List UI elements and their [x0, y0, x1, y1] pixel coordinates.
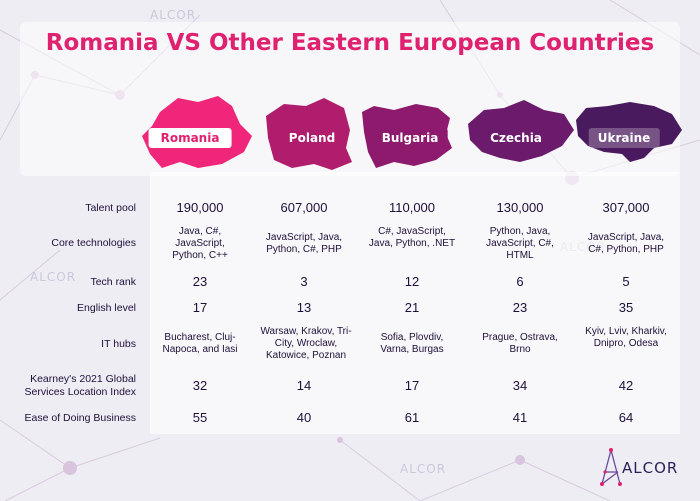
cell-english-level-romania: 17 [192, 300, 208, 315]
country-czechia: Czechia [466, 90, 574, 180]
cell-it-hubs-czechia: Prague, Ostrava, Brno [482, 332, 558, 355]
cell-core-tech-czechia: Python, Java, JavaScript, C#, HTML [486, 226, 554, 261]
cell-ease-business-czechia: 41 [512, 410, 528, 425]
cell-tech-rank-ukraine: 5 [622, 274, 630, 289]
ukraine-map-icon [576, 102, 682, 162]
country-name-badge: Czechia [481, 128, 551, 148]
cell-core-tech-romania: Java, C#, JavaScript, Python, C++ [172, 226, 228, 261]
alcor-logo-icon [600, 448, 622, 486]
country-romania: Romania [140, 90, 252, 180]
cell-ease-business-romania: 55 [192, 410, 208, 425]
cell-kearney-poland: 14 [296, 378, 312, 393]
country-name-badge: Bulgaria [372, 128, 448, 148]
country-name-badge: Poland [279, 128, 345, 148]
row-label-tech-rank: Tech rank [90, 276, 136, 288]
cell-talent-pool-czechia: 130,000 [496, 200, 544, 215]
watermark: ALCOR [30, 270, 77, 284]
cell-english-level-poland: 13 [296, 300, 312, 315]
cell-it-hubs-romania: Bucharest, Cluj-Napoca, and Iasi [162, 332, 238, 355]
cell-ease-business-bulgaria: 61 [404, 410, 420, 425]
cell-it-hubs-ukraine: Kyiv, Lviv, Kharkiv, Dnipro, Odesa [585, 326, 667, 349]
cell-it-hubs-bulgaria: Sofia, Plovdiv, Varna, Burgas [380, 332, 444, 355]
row-label-core-technologies: Core technologies [51, 237, 136, 249]
cell-it-hubs-poland: Warsaw, Krakov, Tri-City, Wroclaw, Katow… [260, 326, 352, 361]
cell-kearney-ukraine: 42 [618, 378, 634, 393]
cell-tech-rank-czechia: 6 [516, 274, 524, 289]
country-name-badge: Romania [148, 128, 232, 148]
row-label-talent-pool: Talent pool [85, 202, 136, 214]
cell-core-tech-ukraine: JavaScript, Java, C#, Python, PHP [587, 232, 665, 255]
alcor-logo: ALCOR [600, 448, 677, 488]
country-name-badge: Ukraine [588, 128, 660, 148]
page-title: Romania VS Other Eastern European Countr… [45, 30, 655, 56]
cell-talent-pool-ukraine: 307,000 [602, 200, 650, 215]
row-label-english-level: English level [77, 302, 136, 314]
watermark: ALCOR [400, 462, 447, 476]
header-card [20, 22, 680, 176]
cell-kearney-romania: 32 [192, 378, 208, 393]
cell-talent-pool-romania: 190,000 [176, 200, 224, 215]
row-label-ease-of-doing-business: Ease of Doing Business [24, 412, 136, 424]
country-poland: Poland [262, 90, 362, 180]
cell-core-tech-poland: JavaScript, Java, Python, C#, PHP [265, 232, 343, 255]
cell-talent-pool-poland: 607,000 [280, 200, 328, 215]
cell-english-level-czechia: 23 [512, 300, 528, 315]
cell-english-level-ukraine: 35 [618, 300, 634, 315]
cell-ease-business-ukraine: 64 [618, 410, 634, 425]
row-label-kearney-index: Kearney's 2021 Global Services Location … [24, 373, 136, 398]
country-ukraine: Ukraine [574, 90, 682, 180]
country-bulgaria: Bulgaria [360, 90, 460, 180]
logo-text: ALCOR [622, 459, 679, 477]
cell-talent-pool-bulgaria: 110,000 [388, 200, 436, 215]
cell-tech-rank-poland: 3 [300, 274, 308, 289]
table-panel [150, 172, 680, 434]
cell-tech-rank-bulgaria: 12 [404, 274, 420, 289]
cell-core-tech-bulgaria: C#, JavaScript, Java, Python, .NET [368, 226, 456, 249]
country-shape [576, 102, 682, 162]
cell-kearney-bulgaria: 17 [404, 378, 420, 393]
cell-tech-rank-romania: 23 [192, 274, 208, 289]
cell-ease-business-poland: 40 [296, 410, 312, 425]
cell-kearney-czechia: 34 [512, 378, 528, 393]
cell-english-level-bulgaria: 21 [404, 300, 420, 315]
row-label-it-hubs: IT hubs [101, 338, 136, 350]
watermark: ALCOR [150, 8, 197, 22]
